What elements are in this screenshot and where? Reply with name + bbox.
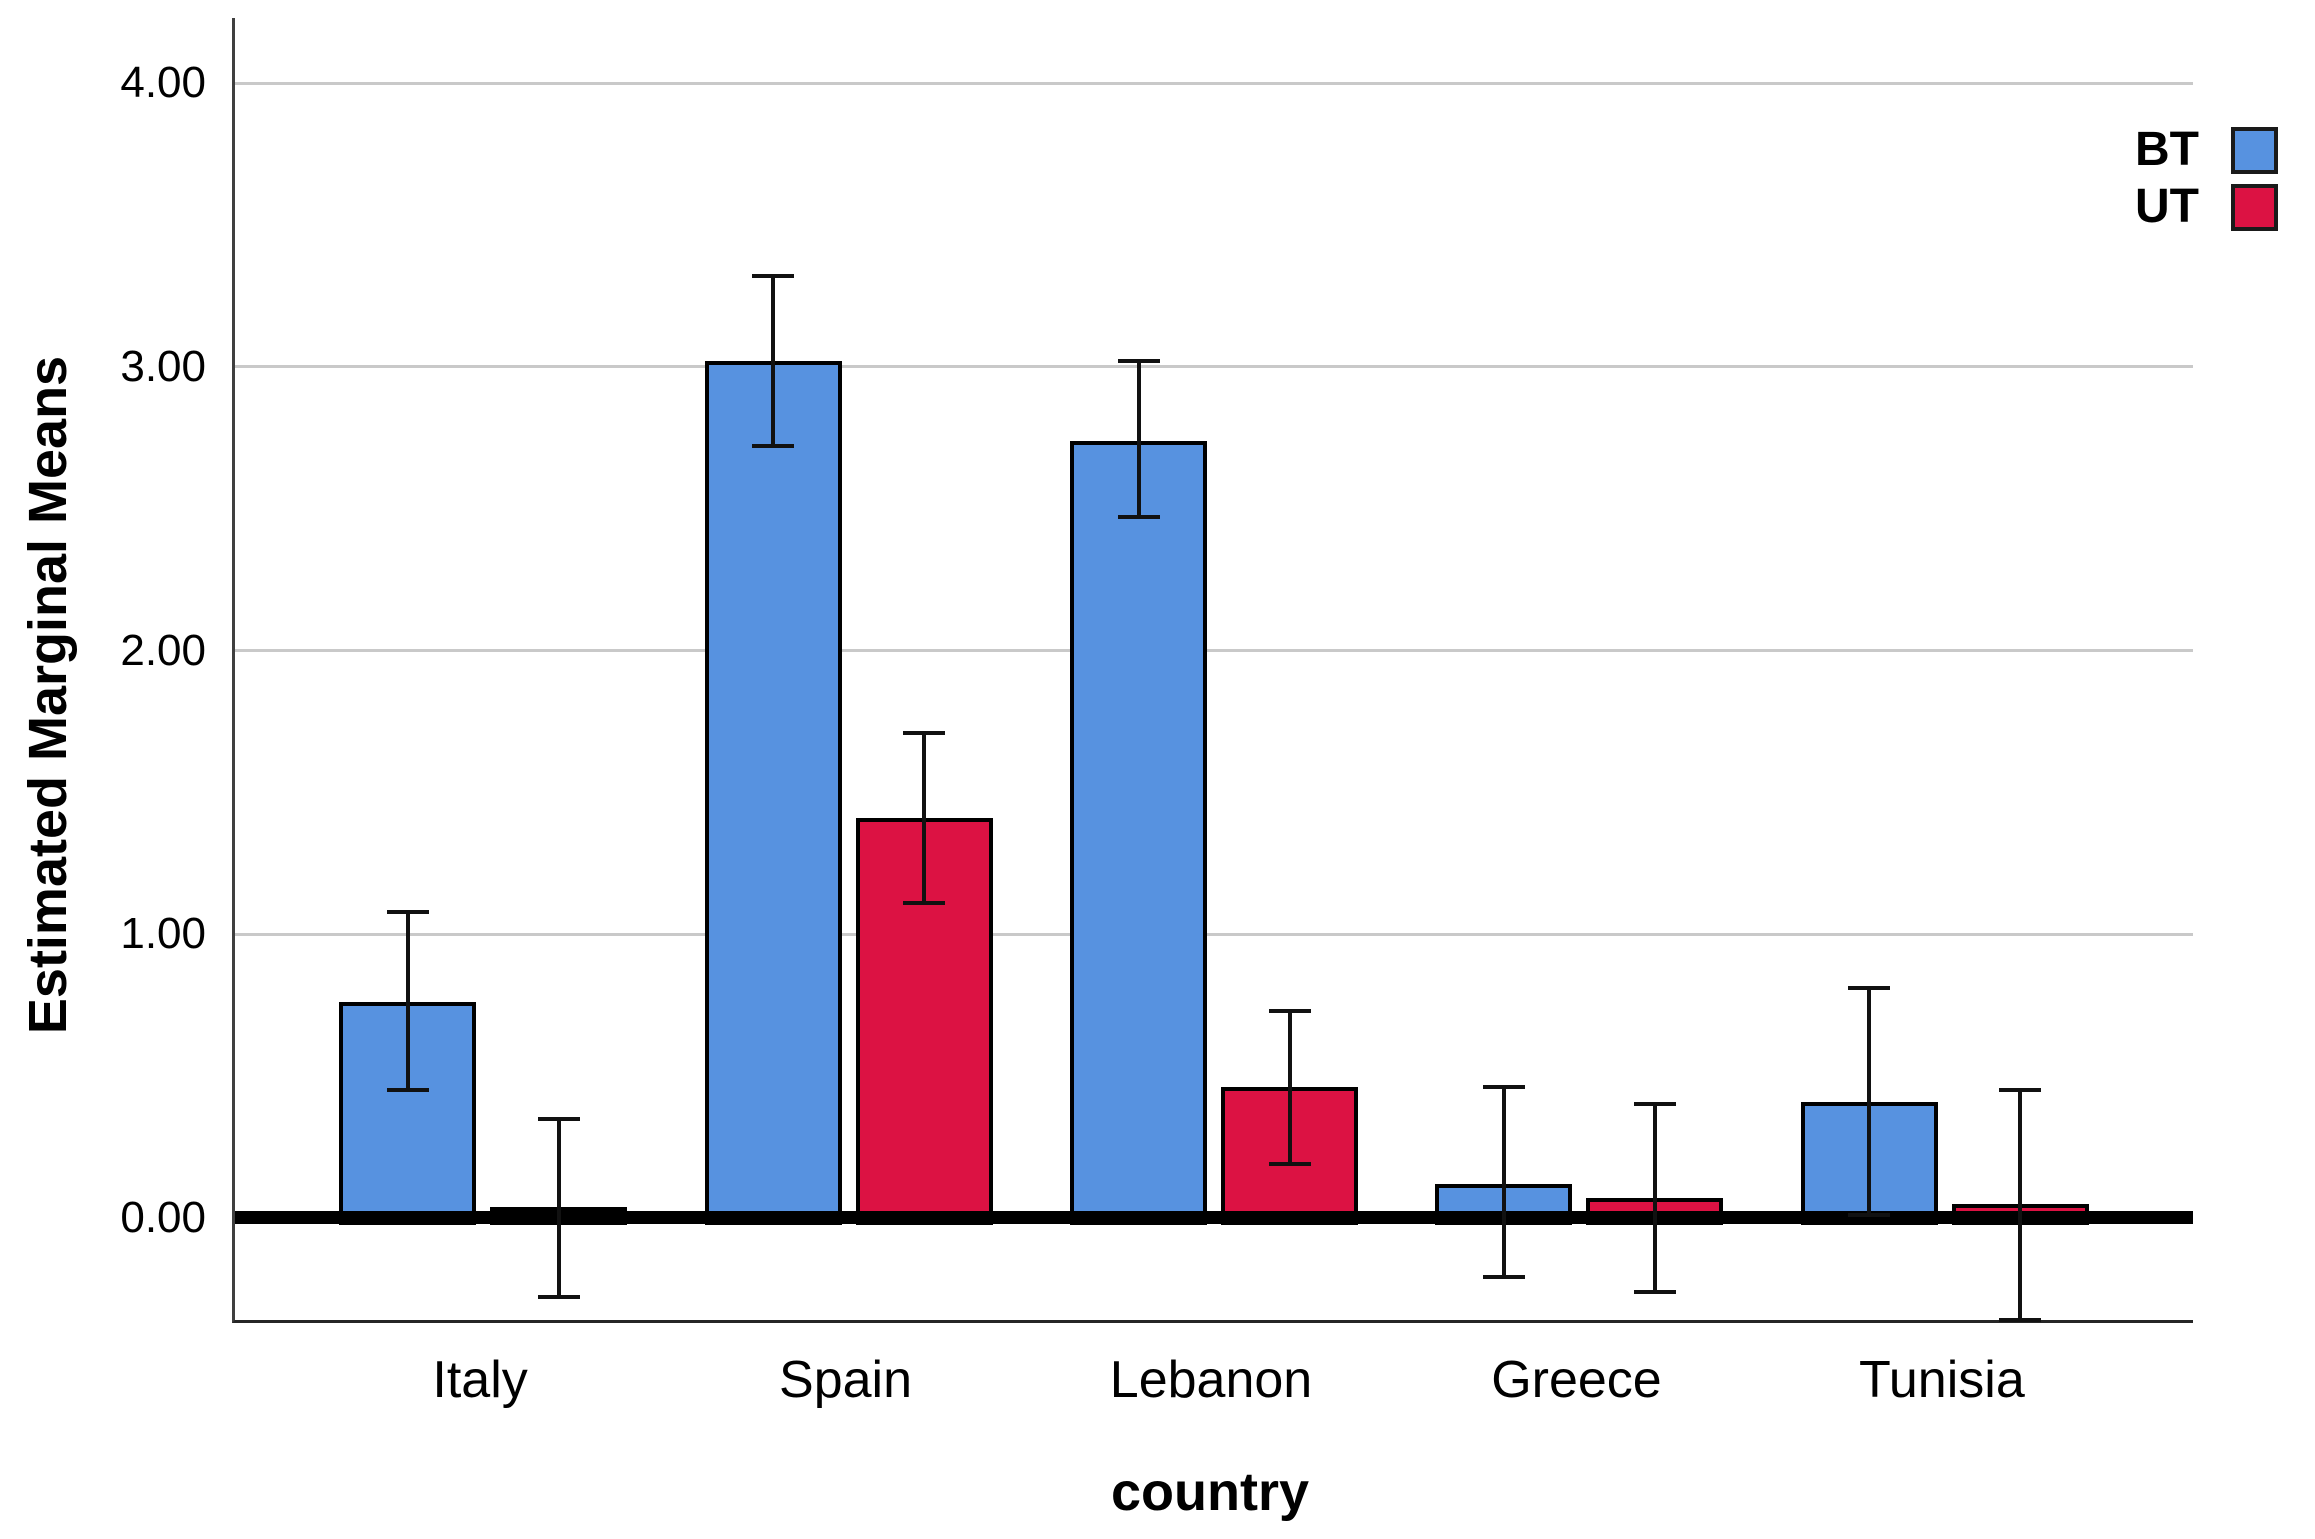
bar-BT-Spain <box>704 361 842 1225</box>
error-cap-top-UT-Tunisia <box>1999 1088 2042 1093</box>
y-tick-label-1.00: 1.00 <box>120 909 206 959</box>
error-cap-top-BT-Greece <box>1482 1085 1525 1090</box>
zero-baseline <box>235 1211 2193 1225</box>
x-tick-label-Italy: Italy <box>432 1351 528 1409</box>
error-cap-bottom-UT-Spain <box>903 901 946 906</box>
x-tick-label-Spain: Spain <box>779 1351 913 1409</box>
x-tick-label-Lebanon: Lebanon <box>1109 1351 1313 1409</box>
y-tick-label-3.00: 3.00 <box>120 341 206 391</box>
error-bar-BT-Greece <box>1501 1087 1506 1278</box>
x-axis-title: country <box>1110 1462 1310 1522</box>
legend-swatch-ut <box>2231 183 2278 231</box>
error-cap-top-UT-Spain <box>903 730 946 735</box>
error-bar-UT-Lebanon <box>1287 1010 1292 1164</box>
error-cap-top-UT-Italy <box>537 1116 580 1121</box>
plot-area <box>232 18 2193 1323</box>
error-bar-UT-Greece <box>1652 1104 1657 1292</box>
y-tick-label-4.00: 4.00 <box>120 58 206 108</box>
x-tick-label-Greece: Greece <box>1491 1351 1662 1409</box>
error-bar-BT-Lebanon <box>1136 361 1141 518</box>
error-cap-bottom-BT-Lebanon <box>1117 515 1160 520</box>
gridline-2.00 <box>235 649 2193 653</box>
error-bar-UT-Tunisia <box>2018 1090 2023 1320</box>
error-bar-BT-Spain <box>771 276 776 447</box>
error-cap-top-BT-Spain <box>752 274 795 279</box>
legend-label-ut: UT <box>2135 180 2199 233</box>
error-cap-bottom-UT-Tunisia <box>1999 1318 2042 1322</box>
gridline-1.00 <box>235 932 2193 936</box>
error-cap-bottom-BT-Italy <box>386 1088 429 1093</box>
error-cap-bottom-UT-Italy <box>537 1295 580 1300</box>
error-cap-bottom-UT-Greece <box>1633 1289 1676 1294</box>
error-cap-top-BT-Tunisia <box>1848 986 1891 991</box>
y-tick-label-2.00: 2.00 <box>120 625 206 675</box>
gridline-4.00 <box>235 81 2193 85</box>
error-bar-UT-Italy <box>556 1118 561 1298</box>
error-bar-BT-Tunisia <box>1867 988 1872 1216</box>
error-cap-top-BT-Lebanon <box>1117 359 1160 364</box>
error-cap-bottom-BT-Tunisia <box>1848 1213 1891 1218</box>
x-tick-label-Tunisia: Tunisia <box>1859 1351 2025 1409</box>
error-cap-bottom-UT-Lebanon <box>1268 1161 1311 1166</box>
legend-item-ut: UT <box>2135 183 2278 231</box>
bar-BT-Lebanon <box>1070 440 1207 1225</box>
error-cap-top-UT-Lebanon <box>1268 1008 1311 1013</box>
error-cap-top-BT-Italy <box>386 909 429 914</box>
legend-swatch-bt <box>2231 126 2278 174</box>
error-bar-BT-Italy <box>405 911 410 1091</box>
legend-label-bt: BT <box>2135 123 2199 176</box>
y-tick-label-0.00: 0.00 <box>120 1192 206 1242</box>
gridline-3.00 <box>235 365 2193 369</box>
error-cap-top-UT-Greece <box>1633 1102 1676 1107</box>
error-cap-bottom-BT-Greece <box>1482 1275 1525 1280</box>
error-cap-bottom-BT-Spain <box>752 444 795 449</box>
legend-item-bt: BT <box>2135 126 2278 174</box>
error-bar-UT-Spain <box>922 732 927 903</box>
legend: BT UT <box>2135 126 2278 231</box>
